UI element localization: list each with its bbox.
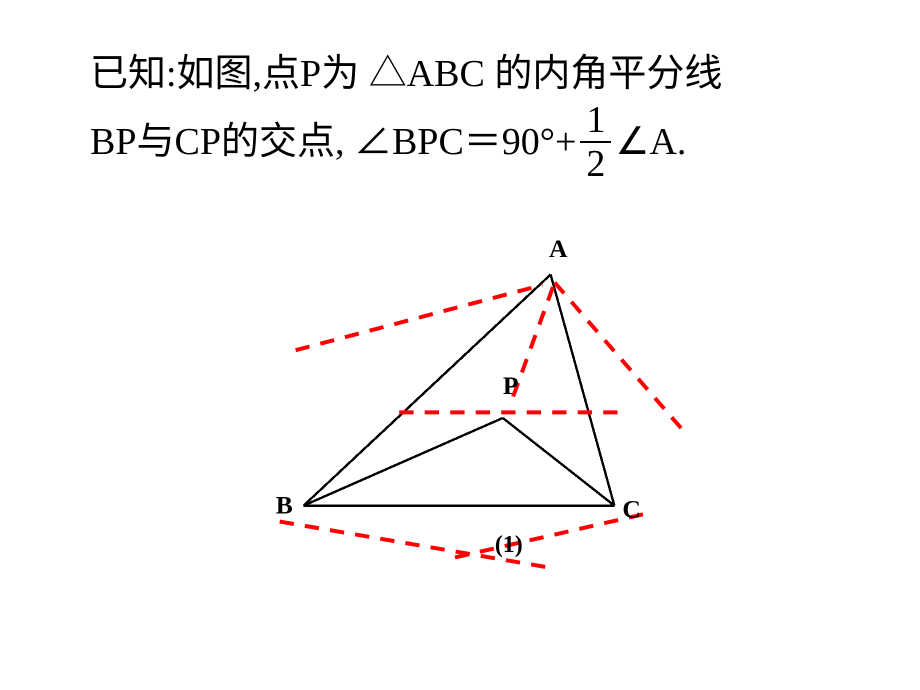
triangle-figure: A B C P (1) xyxy=(200,200,710,620)
point-label-P: P xyxy=(503,371,519,400)
point-label-C: C xyxy=(622,495,640,524)
problem-line-2a: BP与CP的交点, ∠BPC＝90°+ xyxy=(90,116,576,169)
triangle-edge xyxy=(304,418,503,506)
fraction-numerator: 1 xyxy=(580,101,611,143)
triangle-edge xyxy=(551,275,615,506)
problem-statement: 已知:如图,点P为 △ABC 的内角平分线 BP与CP的交点, ∠BPC＝90°… xyxy=(90,48,870,183)
point-label-one: (1) xyxy=(495,532,523,558)
construction-line xyxy=(513,283,554,397)
fraction-denominator: 2 xyxy=(580,143,611,183)
construction-line xyxy=(455,514,646,558)
problem-line-1: 已知:如图,点P为 △ABC 的内角平分线 xyxy=(90,48,722,101)
point-label-A: A xyxy=(549,234,568,263)
point-label-B: B xyxy=(276,491,293,520)
triangle-edge xyxy=(503,418,615,506)
one-half-fraction: 1 2 xyxy=(580,101,611,183)
problem-line-2b: ∠A. xyxy=(615,116,686,169)
